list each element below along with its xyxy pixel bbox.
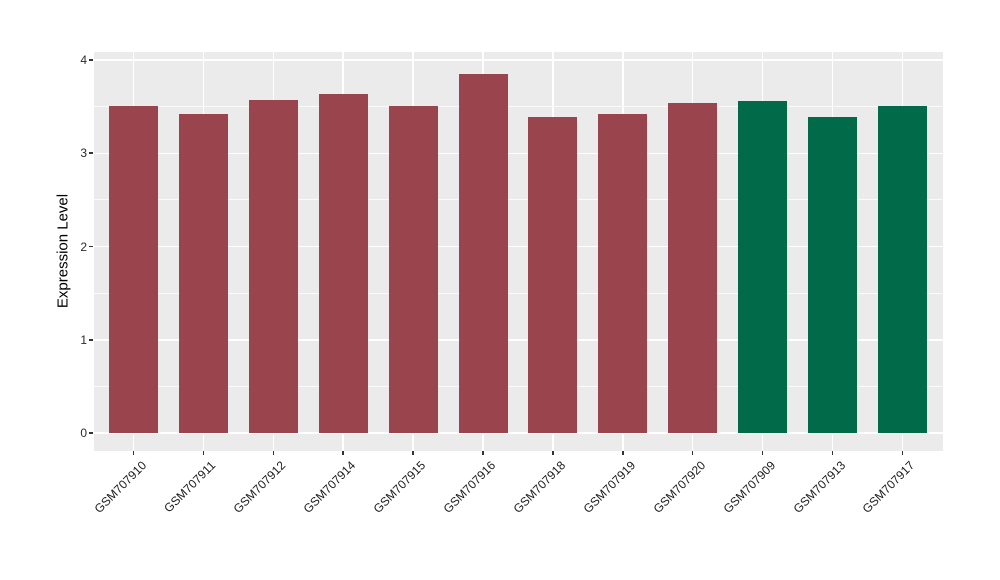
major-gridline	[94, 432, 943, 434]
x-tick-mark	[622, 451, 624, 455]
bar-GSM707910	[109, 105, 158, 433]
minor-gridline	[94, 106, 943, 108]
x-tick-label: GSM707912	[230, 458, 289, 516]
x-tick-label: GSM707909	[720, 458, 778, 516]
minor-gridline	[94, 385, 943, 387]
y-tick-label: 4	[80, 53, 87, 67]
major-gridline	[94, 339, 943, 341]
y-tick-mark	[89, 59, 93, 61]
bar-GSM707911	[178, 114, 228, 433]
bar-GSM707913	[808, 116, 857, 433]
x-tick-label: GSM707917	[860, 458, 918, 516]
x-tick-label: GSM707920	[650, 458, 708, 516]
y-tick-label: 1	[80, 332, 87, 347]
x-tick-label: GSM707911	[161, 458, 219, 516]
bar-GSM707916	[458, 73, 508, 433]
x-tick-mark	[132, 451, 135, 455]
x-tick-label: GSM707914	[300, 458, 359, 516]
x-tick-label: GSM707918	[510, 458, 569, 516]
bar-GSM707915	[388, 105, 438, 433]
minor-gridline	[94, 199, 943, 201]
x-tick-mark	[552, 451, 554, 455]
major-gridline	[94, 59, 943, 61]
x-tick-mark	[482, 451, 484, 455]
y-tick-mark	[89, 152, 93, 155]
x-tick-mark	[831, 451, 834, 455]
x-tick-label: GSM707910	[91, 458, 149, 516]
x-tick-mark	[342, 451, 344, 455]
x-tick-label: GSM707915	[370, 458, 429, 516]
x-tick-mark	[691, 451, 694, 455]
x-tick-mark	[412, 451, 414, 455]
x-tick-mark	[272, 451, 275, 455]
y-tick-mark	[89, 432, 93, 434]
y-tick-label: 2	[80, 239, 87, 254]
y-tick-mark	[89, 245, 93, 248]
x-tick-mark	[202, 451, 205, 455]
bar-GSM707919	[598, 114, 648, 433]
minor-gridline	[94, 292, 943, 294]
x-tick-label: GSM707919	[580, 458, 638, 516]
y-tick-label: 3	[80, 146, 87, 161]
bar-GSM707912	[248, 100, 298, 433]
y-tick-mark	[89, 338, 93, 341]
y-tick-label: 0	[80, 426, 87, 440]
y-axis-title: Expression Level	[54, 193, 72, 309]
bar-GSM707917	[877, 105, 927, 433]
bar-GSM707909	[738, 101, 788, 433]
major-gridline	[94, 152, 943, 154]
plot-panel	[94, 52, 943, 451]
x-tick-mark	[761, 451, 764, 455]
bar-GSM707920	[668, 102, 718, 433]
bar-GSM707918	[528, 116, 578, 433]
bar-GSM707914	[318, 93, 368, 433]
x-tick-label: GSM707913	[790, 458, 848, 516]
major-gridline	[94, 245, 943, 248]
x-tick-label: GSM707916	[440, 458, 499, 516]
x-tick-mark	[901, 451, 904, 455]
